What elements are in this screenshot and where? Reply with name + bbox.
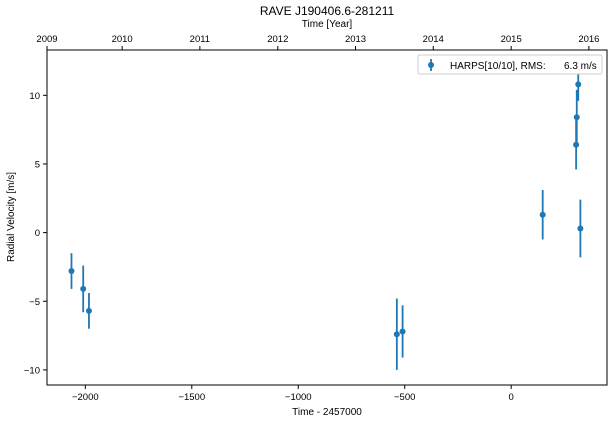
top-tick-label: 2011 bbox=[190, 34, 210, 45]
data-point bbox=[393, 331, 400, 338]
legend-rms: 6.3 m/s bbox=[564, 61, 597, 72]
y-tick-label: −10 bbox=[24, 365, 40, 376]
data-marks bbox=[68, 67, 584, 370]
data-point bbox=[68, 268, 75, 275]
plot-frame bbox=[46, 49, 608, 386]
top-tick-label: 2013 bbox=[345, 34, 366, 45]
legend-box bbox=[417, 54, 603, 75]
top-tick-label: 2014 bbox=[423, 34, 444, 45]
legend: HARPS[10/10], RMS: 6.3 m/s bbox=[417, 54, 603, 75]
legend-label: HARPS[10/10], RMS: bbox=[450, 61, 546, 72]
legend-marker bbox=[428, 62, 434, 68]
x-tick-label: −1500 bbox=[178, 392, 205, 403]
x-tick-label: −1000 bbox=[285, 392, 312, 403]
top-axis-label: Time [Year] bbox=[302, 19, 353, 30]
data-point bbox=[575, 81, 582, 88]
data-point bbox=[80, 285, 87, 292]
top-tick-label: 2009 bbox=[36, 34, 57, 45]
data-point bbox=[539, 211, 546, 218]
y-axis-label: Radial Velocity [m/s] bbox=[6, 172, 17, 262]
x-tick-label: −500 bbox=[394, 392, 415, 403]
y-tick-label: 0 bbox=[35, 228, 40, 239]
top-tick-label: 2012 bbox=[267, 34, 288, 45]
y-tick-label: 10 bbox=[29, 91, 40, 102]
data-point bbox=[399, 328, 406, 335]
x-tick-label: 0 bbox=[509, 392, 514, 403]
y-tick-label: 5 bbox=[35, 159, 40, 170]
x-axis-label: Time - 2457000 bbox=[292, 407, 362, 418]
top-tick-label: 2010 bbox=[112, 34, 133, 45]
top-tick-label: 2016 bbox=[578, 34, 599, 45]
data-point bbox=[577, 225, 584, 232]
y-tick-label: −5 bbox=[29, 297, 40, 308]
data-point bbox=[573, 114, 580, 121]
axis-ticks: −2000 −1500 −1000 −500 0 −10 −5 0 5 10 2009 2010 201… bbox=[24, 34, 600, 403]
top-tick-label: 2015 bbox=[501, 34, 522, 45]
chart-title: RAVE J190406.6-281211 bbox=[260, 4, 395, 18]
data-point bbox=[85, 307, 92, 314]
x-tick-label: −2000 bbox=[72, 392, 99, 403]
